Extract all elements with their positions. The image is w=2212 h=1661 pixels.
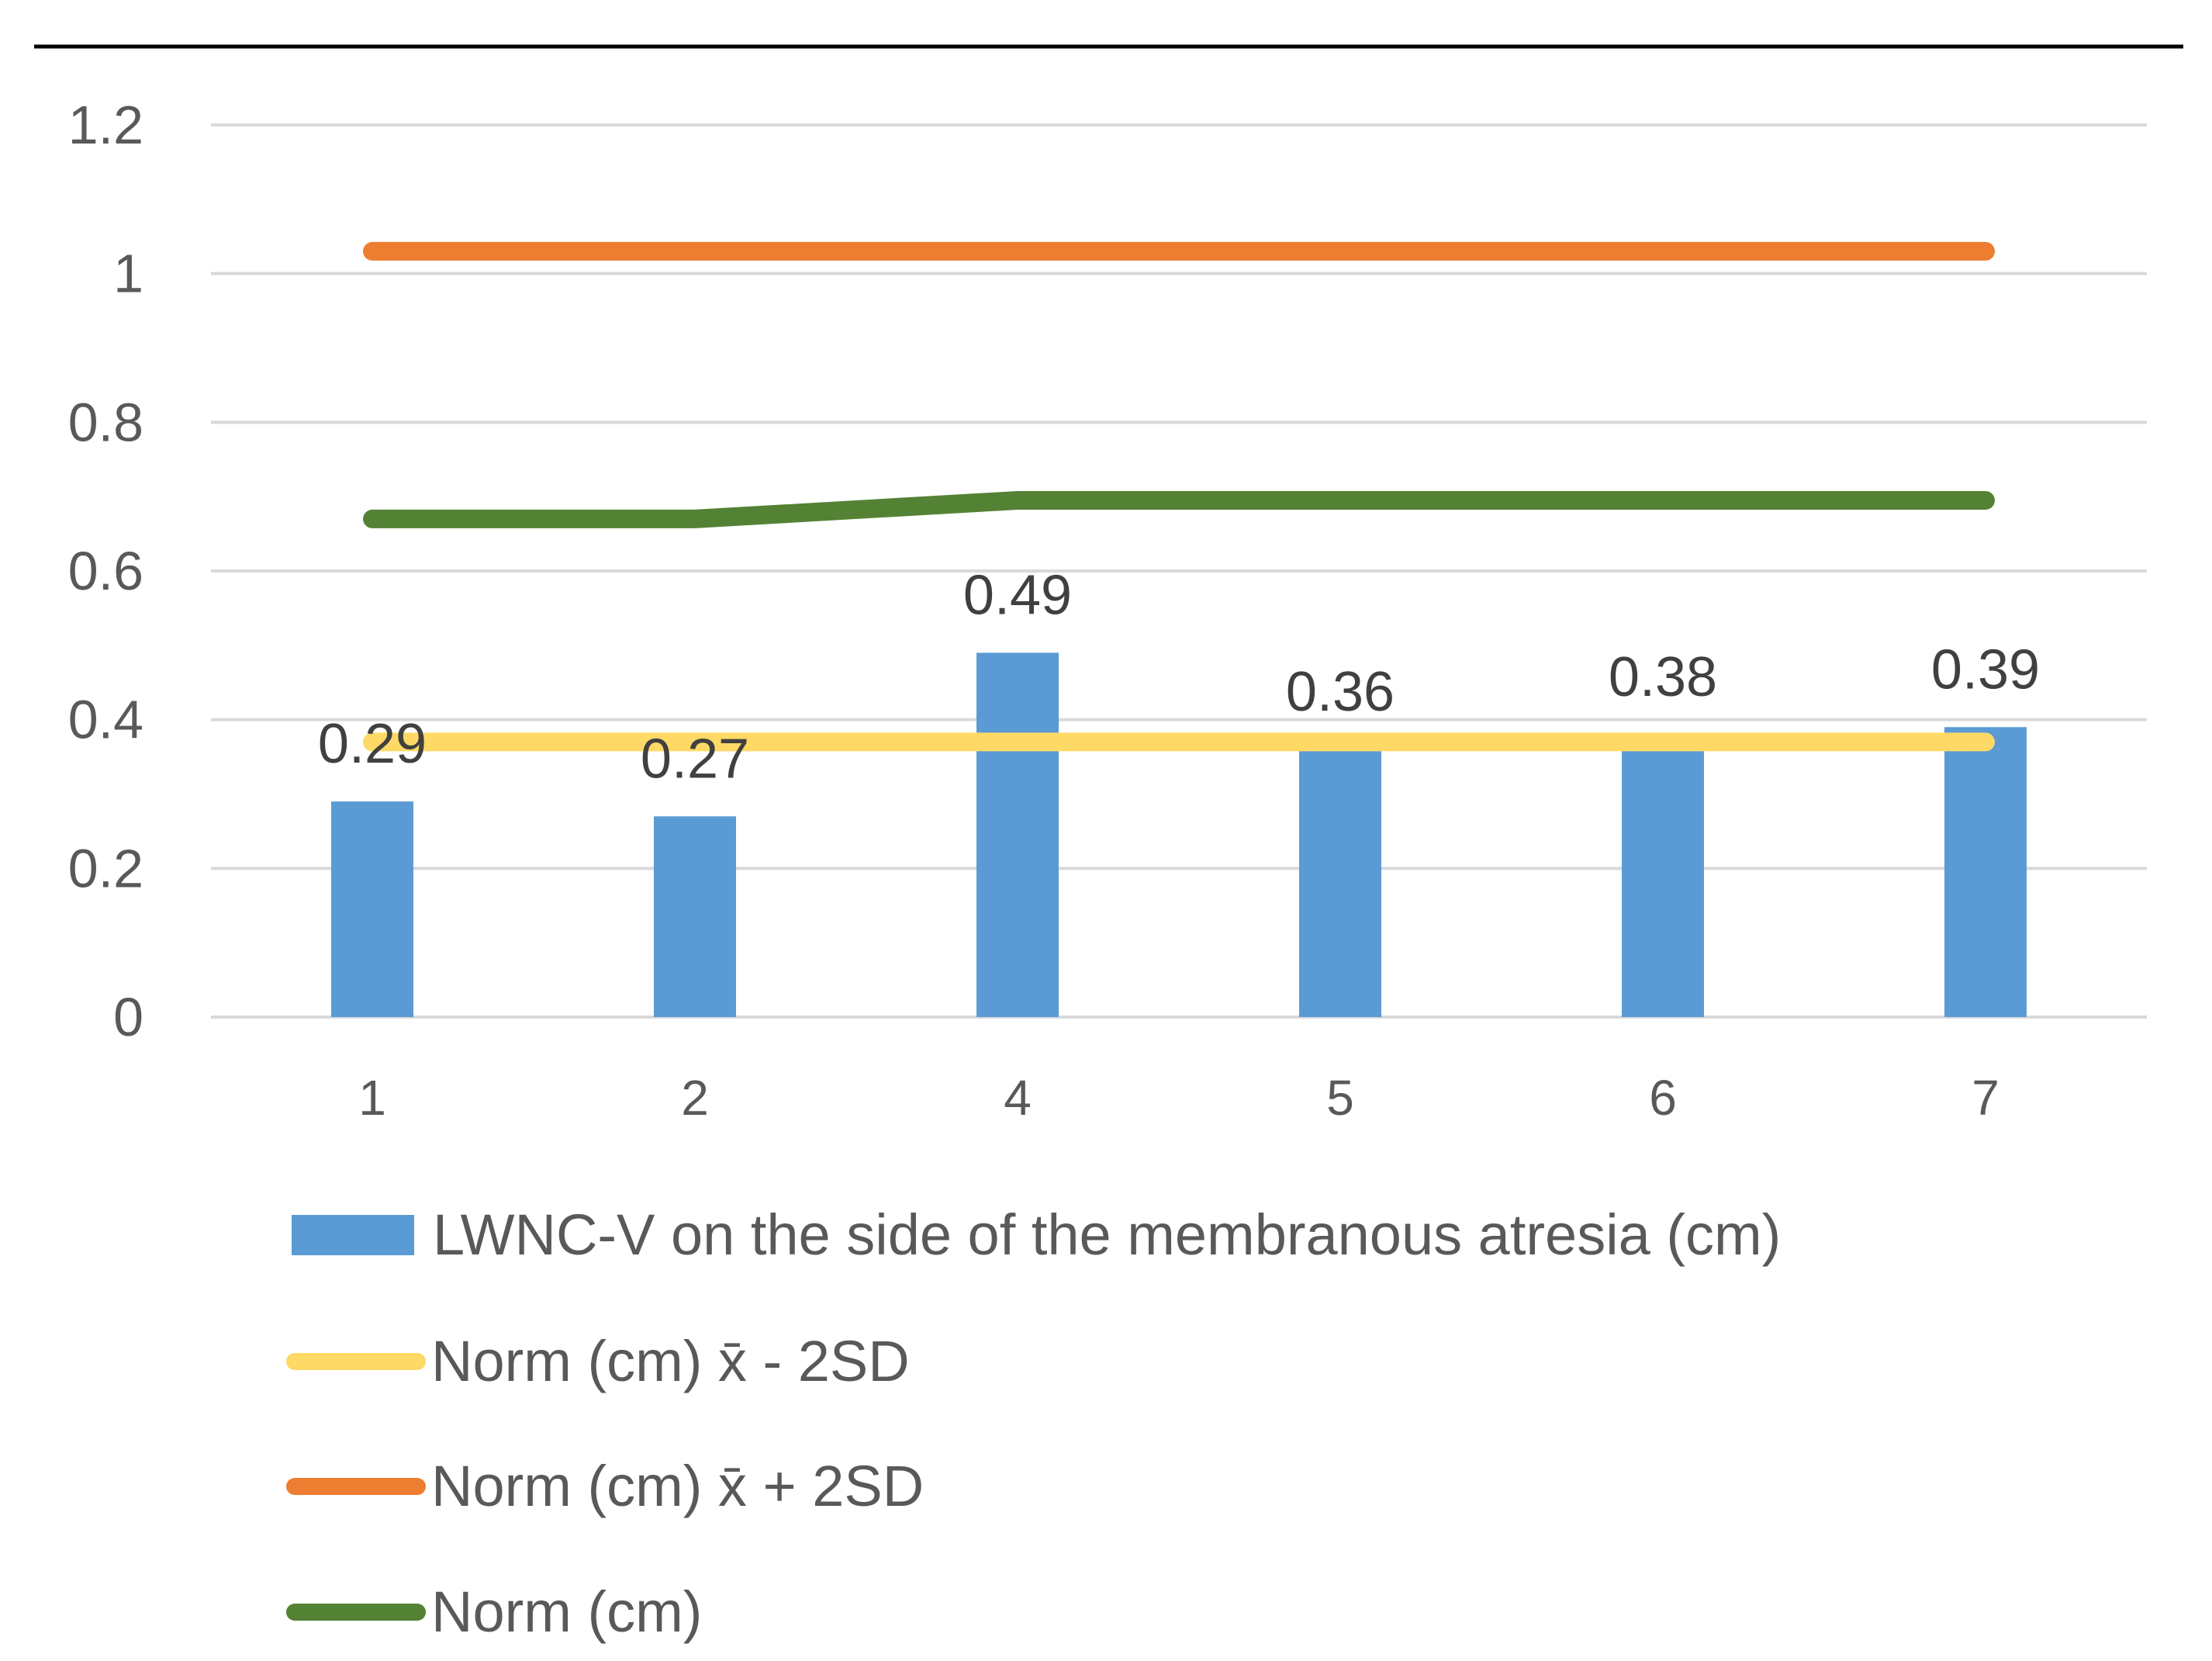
data-label: 0.29 [318,713,427,775]
legend-swatch-bar [292,1215,414,1255]
data-label: 0.39 [1931,638,2040,701]
legend: LWNC-V on the side of the membranous atr… [286,1202,1781,1644]
bar-series [331,652,2027,1017]
x-tick-label: 1 [358,1070,386,1126]
bar [1622,734,1704,1017]
x-tick-label: 5 [1326,1070,1354,1126]
gridlines [211,123,2147,1019]
y-tick-label: 0.6 [68,541,143,601]
legend-label: Norm (cm) x̄ + 2SD [431,1454,924,1518]
data-label: 0.38 [1609,646,1717,708]
bar [654,816,736,1017]
bar [976,652,1059,1017]
x-tick-label: 6 [1649,1070,1677,1126]
legend-label: Norm (cm) x̄ - 2SD [431,1329,910,1393]
y-tick-label: 0.2 [68,838,143,898]
legend-label: LWNC-V on the side of the membranous atr… [433,1202,1781,1267]
y-tick-label: 1 [113,244,143,304]
line-series [363,241,1995,752]
legend-label: Norm (cm) [431,1580,702,1644]
y-tick-label: 0.4 [68,690,143,750]
series-line [363,490,1995,528]
bar [1944,727,2027,1017]
bar [331,801,413,1017]
y-tick-label: 1.2 [68,95,143,155]
y-axis-ticks: 0 0.2 0.4 0.6 0.8 1 1.2 [68,95,143,1047]
data-labels: 0.29 0.27 0.49 0.36 0.38 0.39 [318,564,2040,790]
y-tick-label: 0 [113,987,143,1047]
x-axis-ticks: 1 2 4 5 6 7 [358,1070,1999,1126]
data-label: 0.27 [641,728,749,790]
bar [1299,749,1381,1017]
x-tick-label: 4 [1004,1070,1032,1126]
data-label: 0.36 [1286,661,1395,723]
x-tick-label: 2 [681,1070,709,1126]
x-tick-label: 7 [1972,1070,1999,1126]
y-tick-label: 0.8 [68,392,143,452]
data-label: 0.49 [963,564,1072,626]
